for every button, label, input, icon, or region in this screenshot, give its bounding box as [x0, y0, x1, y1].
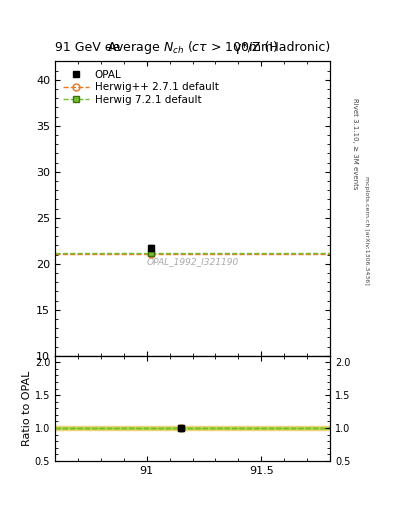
Legend: OPAL, Herwig++ 2.7.1 default, Herwig 7.2.1 default: OPAL, Herwig++ 2.7.1 default, Herwig 7.2… — [60, 67, 222, 108]
Y-axis label: Ratio to OPAL: Ratio to OPAL — [22, 371, 32, 446]
Bar — [55, 426, 330, 430]
Text: Rivet 3.1.10, ≥ 3M events: Rivet 3.1.10, ≥ 3M events — [352, 98, 358, 189]
Text: Average $N_{ch}$ ($c\tau$ > 100mm): Average $N_{ch}$ ($c\tau$ > 100mm) — [107, 38, 279, 56]
Text: γ*/Z (Hadronic): γ*/Z (Hadronic) — [234, 41, 330, 54]
Text: OPAL_1992_I321190: OPAL_1992_I321190 — [147, 257, 239, 266]
Text: 91 GeV ee: 91 GeV ee — [55, 41, 120, 54]
Bar — [55, 427, 330, 429]
Text: mcplots.cern.ch [arXiv:1306.3436]: mcplots.cern.ch [arXiv:1306.3436] — [364, 176, 369, 285]
